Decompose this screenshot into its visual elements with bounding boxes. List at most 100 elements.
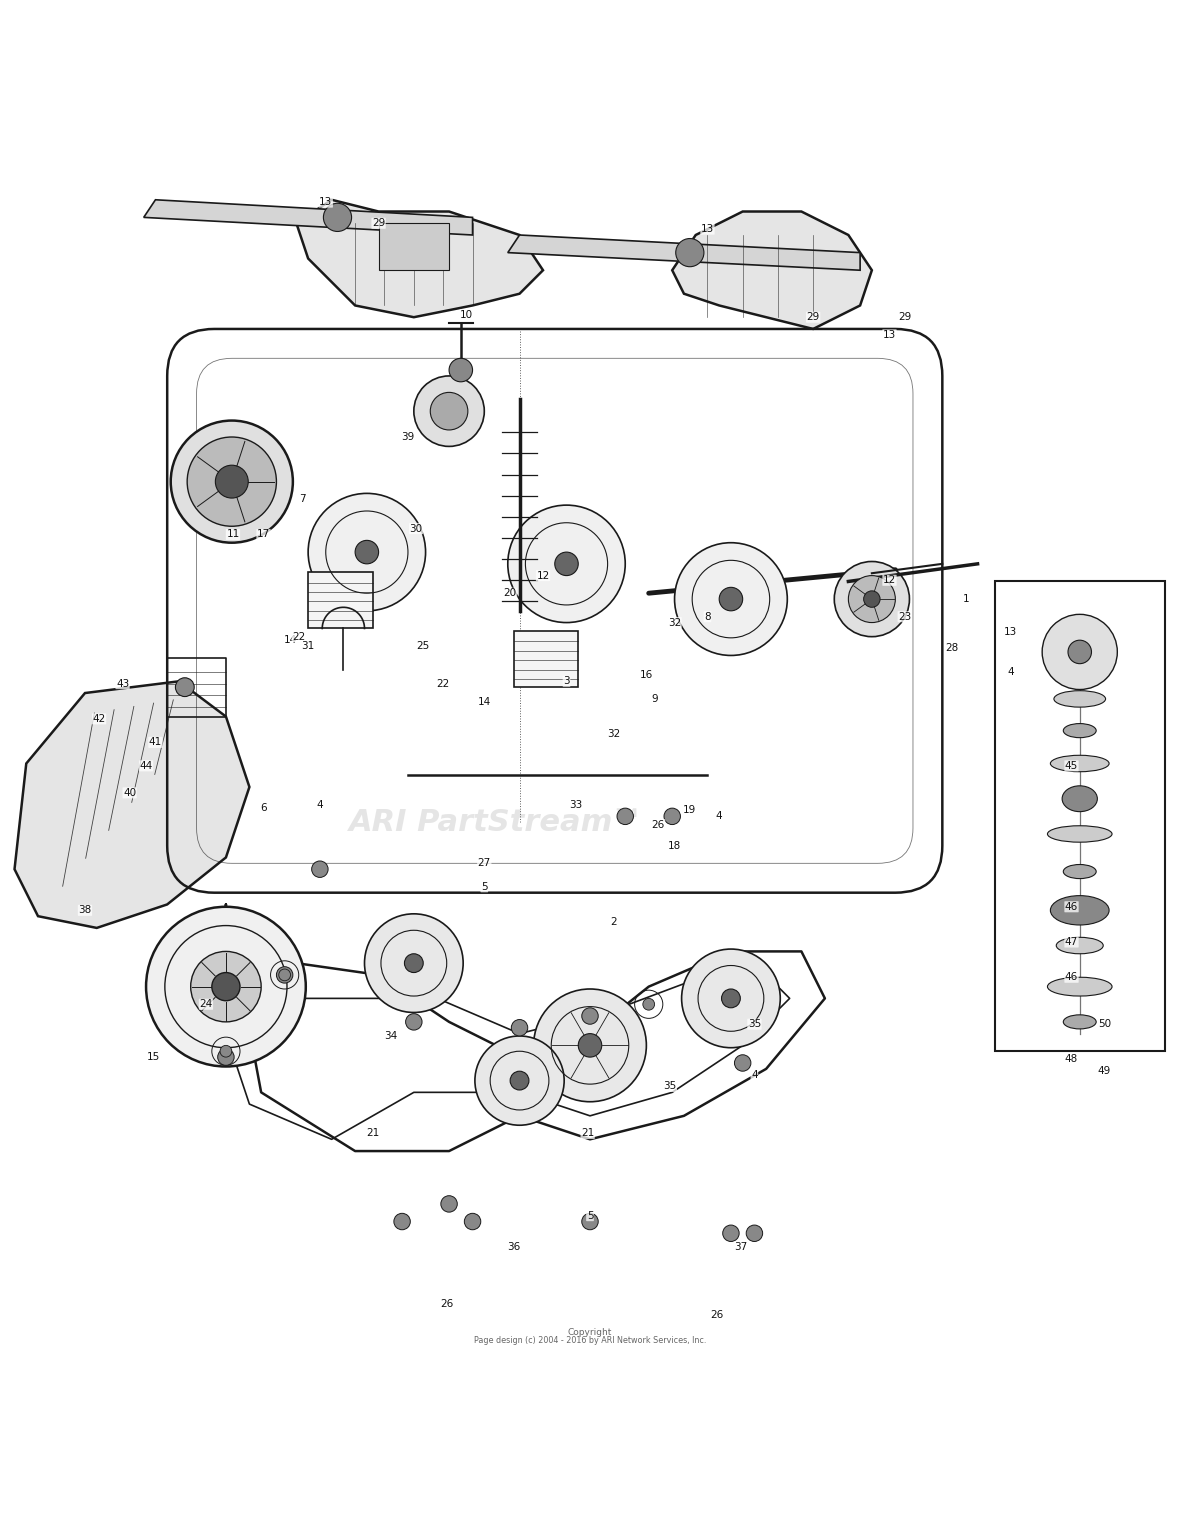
Text: 29: 29 [898,312,911,322]
Text: 32: 32 [607,728,621,739]
Circle shape [834,562,910,637]
Ellipse shape [1063,724,1096,738]
Circle shape [719,588,742,611]
Text: 1: 1 [963,594,969,605]
Circle shape [171,420,293,542]
Text: 4: 4 [1008,667,1014,676]
Text: 34: 34 [384,1031,396,1041]
Text: 43: 43 [116,678,129,689]
Text: 20: 20 [504,588,517,599]
Circle shape [276,967,293,983]
Circle shape [216,466,248,498]
Text: 23: 23 [898,612,911,621]
Circle shape [278,970,290,980]
Circle shape [511,1020,527,1035]
Text: 9: 9 [651,693,658,704]
Text: 16: 16 [640,670,653,681]
Circle shape [217,1049,234,1066]
Text: 24: 24 [199,999,212,1009]
Circle shape [308,493,426,611]
Text: 17: 17 [257,530,270,539]
Text: 35: 35 [663,1081,676,1092]
Text: 45: 45 [1064,760,1079,771]
Circle shape [441,1196,458,1212]
Circle shape [582,1008,598,1025]
Circle shape [676,238,704,267]
Circle shape [450,359,472,382]
Text: 46: 46 [1064,973,1079,982]
Text: 50: 50 [1097,1019,1110,1029]
Circle shape [188,437,276,527]
Bar [513,631,578,687]
Text: 8: 8 [704,612,710,621]
Text: 7: 7 [299,495,306,504]
Text: 26: 26 [651,820,664,829]
Circle shape [510,1072,529,1090]
Text: 42: 42 [92,713,106,724]
Text: 5: 5 [481,881,487,892]
Circle shape [191,951,261,1022]
Text: 11: 11 [227,530,240,539]
Text: 41: 41 [149,738,162,747]
Text: 2: 2 [610,918,617,927]
Polygon shape [296,200,543,318]
Text: 13: 13 [319,197,333,208]
Text: 3: 3 [563,676,570,686]
Ellipse shape [1050,756,1109,771]
Bar [379,223,450,270]
Text: ARI PartStream™: ARI PartStream™ [348,808,643,837]
Circle shape [582,1214,598,1229]
Text: Copyright: Copyright [568,1327,612,1336]
Text: 40: 40 [123,788,136,799]
Ellipse shape [1063,864,1096,878]
Circle shape [507,505,625,623]
Circle shape [722,1225,739,1241]
Text: 4: 4 [752,1070,758,1080]
Text: 48: 48 [1064,1055,1079,1064]
Text: 38: 38 [78,906,92,915]
Text: 46: 46 [1064,902,1079,912]
Circle shape [212,973,240,1000]
Text: 28: 28 [945,643,958,654]
Text: 21: 21 [366,1128,379,1139]
Text: 14: 14 [478,698,491,707]
Text: 37: 37 [734,1243,747,1252]
Ellipse shape [1062,786,1097,812]
Text: 22: 22 [437,678,450,689]
Ellipse shape [1063,1015,1096,1029]
Circle shape [323,203,352,232]
Text: 12: 12 [537,571,550,580]
Polygon shape [507,235,860,270]
Text: 29: 29 [806,312,820,322]
Circle shape [406,1014,422,1031]
Circle shape [555,553,578,576]
Text: 6: 6 [261,803,267,814]
Text: 18: 18 [668,841,681,851]
Text: 21: 21 [581,1128,595,1139]
Text: 35: 35 [748,1019,761,1029]
Circle shape [721,989,740,1008]
Text: 26: 26 [710,1310,723,1321]
Text: 47: 47 [1064,938,1079,947]
Circle shape [219,1046,231,1057]
Text: 15: 15 [146,1052,159,1063]
Circle shape [414,376,484,446]
Circle shape [682,950,780,1048]
Text: 36: 36 [507,1243,520,1252]
Circle shape [617,808,634,825]
Text: 32: 32 [668,617,681,628]
Ellipse shape [1054,690,1106,707]
Circle shape [394,1214,411,1229]
Circle shape [355,541,379,563]
Circle shape [146,907,306,1066]
Circle shape [365,913,464,1012]
Circle shape [664,808,681,825]
Circle shape [1068,640,1092,664]
Circle shape [431,392,467,431]
Text: 4: 4 [316,800,323,809]
Text: 33: 33 [569,800,583,809]
Ellipse shape [1056,938,1103,954]
Circle shape [746,1225,762,1241]
Circle shape [578,1034,602,1057]
Text: 22: 22 [293,632,306,641]
